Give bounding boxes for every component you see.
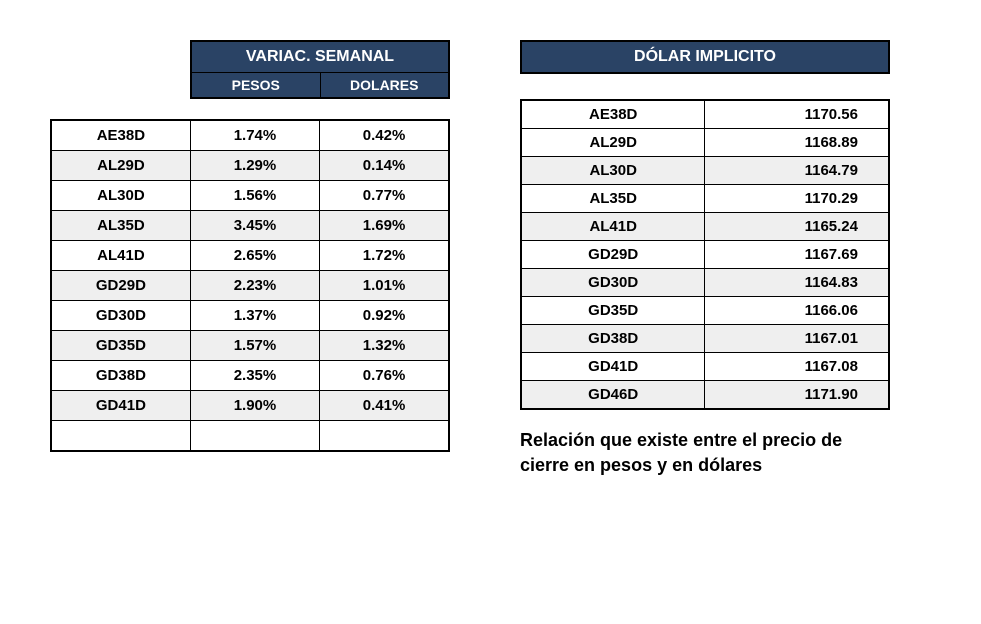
pesos-value: 1.90% [190,391,319,421]
bond-name: GD35D [51,331,190,361]
dolares-value: 1.32% [320,331,449,361]
pesos-value: 1.37% [190,301,319,331]
dolares-value: 0.41% [320,391,449,421]
variac-col-dolares: DOLARES [320,72,449,97]
table-row: GD29D2.23%1.01% [51,271,449,301]
table-row: AL35D3.45%1.69% [51,211,449,241]
implicit-value: 1166.06 [705,297,889,325]
dolar-title: DÓLAR IMPLICITO [522,42,888,72]
bond-name: AL35D [521,185,705,213]
dolares-value: 1.01% [320,271,449,301]
variac-title: VARIAC. SEMANAL [192,42,448,72]
pesos-value: 1.57% [190,331,319,361]
bond-name: AL29D [521,129,705,157]
bond-name: GD30D [51,301,190,331]
pesos-value: 1.56% [190,181,319,211]
implicit-value: 1167.08 [705,353,889,381]
implicit-value: 1170.29 [705,185,889,213]
table-row-empty [51,421,449,452]
table-row: AL30D1.56%0.77% [51,181,449,211]
bond-name: AE38D [521,100,705,129]
bond-name: GD38D [51,361,190,391]
table-row: GD41D1.90%0.41% [51,391,449,421]
dolar-header: DÓLAR IMPLICITO [520,40,890,74]
variac-table: AE38D1.74%0.42%AL29D1.29%0.14%AL30D1.56%… [50,119,450,452]
implicit-value: 1168.89 [705,129,889,157]
table-row: GD30D1.37%0.92% [51,301,449,331]
pesos-value: 2.65% [190,241,319,271]
table-row: AL29D1.29%0.14% [51,151,449,181]
bond-name: AL30D [51,181,190,211]
bond-name: GD41D [521,353,705,381]
bond-name: GD29D [521,241,705,269]
implicit-value: 1164.79 [705,157,889,185]
dolares-value: 0.77% [320,181,449,211]
table-row: AL35D1170.29 [521,185,889,213]
bond-name: AL35D [51,211,190,241]
pesos-value: 1.74% [190,120,319,151]
bond-name: AL30D [521,157,705,185]
table-row: GD41D1167.08 [521,353,889,381]
pesos-value: 2.35% [190,361,319,391]
table-row: AL41D2.65%1.72% [51,241,449,271]
table-row: GD38D2.35%0.76% [51,361,449,391]
dolares-value: 0.14% [320,151,449,181]
dolar-table: AE38D1170.56AL29D1168.89AL30D1164.79AL35… [520,99,890,410]
table-row: GD35D1.57%1.32% [51,331,449,361]
table-row: GD35D1166.06 [521,297,889,325]
bond-name: GD29D [51,271,190,301]
pesos-value: 2.23% [190,271,319,301]
implicit-value: 1171.90 [705,381,889,410]
bond-name: GD38D [521,325,705,353]
table-row: AL41D1165.24 [521,213,889,241]
table-row: GD30D1164.83 [521,269,889,297]
pesos-value: 1.29% [190,151,319,181]
table-row: AL29D1168.89 [521,129,889,157]
bond-name: AL41D [51,241,190,271]
bond-name: AL29D [51,151,190,181]
bond-name: GD46D [521,381,705,410]
dolar-caption: Relación que existe entre el precio de c… [520,428,890,478]
dolares-value: 0.92% [320,301,449,331]
variac-section: VARIAC. SEMANAL PESOS DOLARES AE38D1.74%… [50,40,450,452]
implicit-value: 1167.01 [705,325,889,353]
dolares-value: 0.42% [320,120,449,151]
variac-header: VARIAC. SEMANAL PESOS DOLARES [190,40,450,99]
bond-name: GD41D [51,391,190,421]
implicit-value: 1170.56 [705,100,889,129]
bond-name: GD35D [521,297,705,325]
dolares-value: 0.76% [320,361,449,391]
table-row: AE38D1.74%0.42% [51,120,449,151]
implicit-value: 1167.69 [705,241,889,269]
bond-name: AL41D [521,213,705,241]
table-row: GD46D1171.90 [521,381,889,410]
implicit-value: 1165.24 [705,213,889,241]
table-row: AE38D1170.56 [521,100,889,129]
bond-name: AE38D [51,120,190,151]
pesos-value: 3.45% [190,211,319,241]
bond-name: GD30D [521,269,705,297]
dolar-section: DÓLAR IMPLICITO AE38D1170.56AL29D1168.89… [520,40,890,478]
table-row: GD38D1167.01 [521,325,889,353]
dolares-value: 1.69% [320,211,449,241]
table-row: AL30D1164.79 [521,157,889,185]
table-row: GD29D1167.69 [521,241,889,269]
dolares-value: 1.72% [320,241,449,271]
implicit-value: 1164.83 [705,269,889,297]
variac-col-pesos: PESOS [192,72,320,97]
